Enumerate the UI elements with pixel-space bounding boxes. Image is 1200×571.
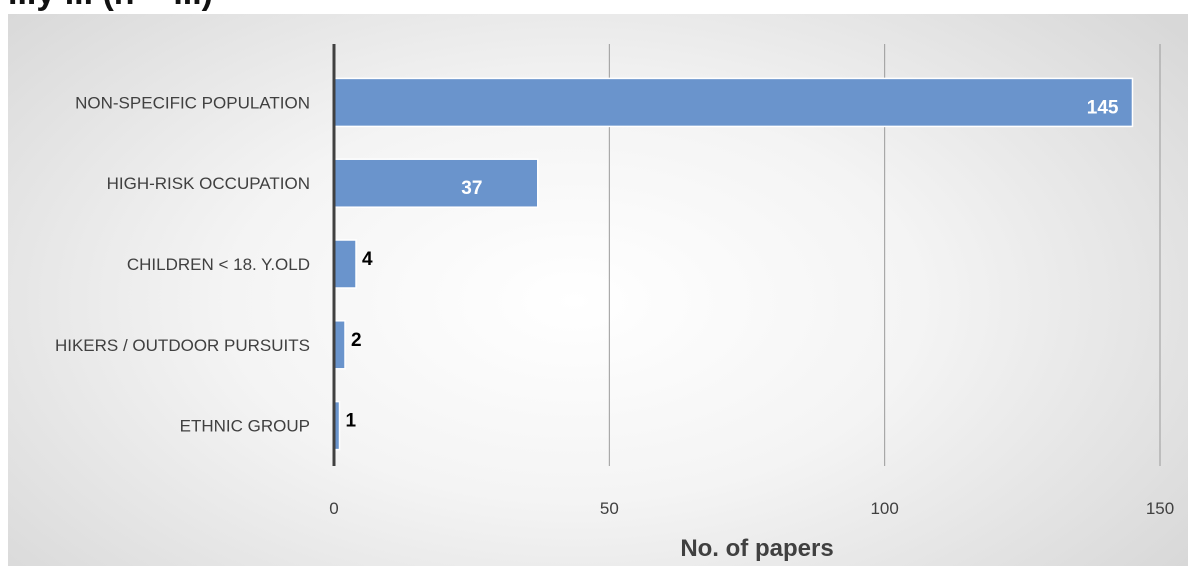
data-label-1: 37 xyxy=(461,178,482,199)
bar-2 xyxy=(333,239,357,289)
bar-chart: 0 50 100 150 NON-SPECIFIC POPULATION 145 HIGH-… xyxy=(55,44,1174,562)
category-label-1: HIGH-RISK OCCUPATION xyxy=(107,174,310,193)
x-tick-label-50: 50 xyxy=(600,499,619,518)
chart-title-partial: ...y ... (n = ...) xyxy=(8,0,213,13)
data-label-3: 2 xyxy=(351,330,362,351)
data-label-2: 4 xyxy=(362,249,373,270)
data-label-0: 145 xyxy=(1087,97,1119,118)
x-axis-title: No. of papers xyxy=(680,535,833,562)
category-label-3: HIKERS / OUTDOOR PURSUITS xyxy=(55,336,310,355)
bar-3 xyxy=(333,320,346,370)
category-label-4: ETHNIC GROUP xyxy=(180,417,310,436)
category-label-0: NON-SPECIFIC POPULATION xyxy=(75,93,310,112)
x-tick-label-150: 150 xyxy=(1146,499,1174,518)
bar-1 xyxy=(333,158,539,208)
x-tick-label-0: 0 xyxy=(329,499,338,518)
bar-0 xyxy=(333,77,1134,128)
chart-area: 0 50 100 150 NON-SPECIFIC POPULATION 145 HIGH-… xyxy=(8,14,1188,566)
category-label-2: CHILDREN < 18. Y.OLD xyxy=(127,255,310,274)
x-tick-label-100: 100 xyxy=(870,499,898,518)
data-label-4: 1 xyxy=(346,411,357,432)
